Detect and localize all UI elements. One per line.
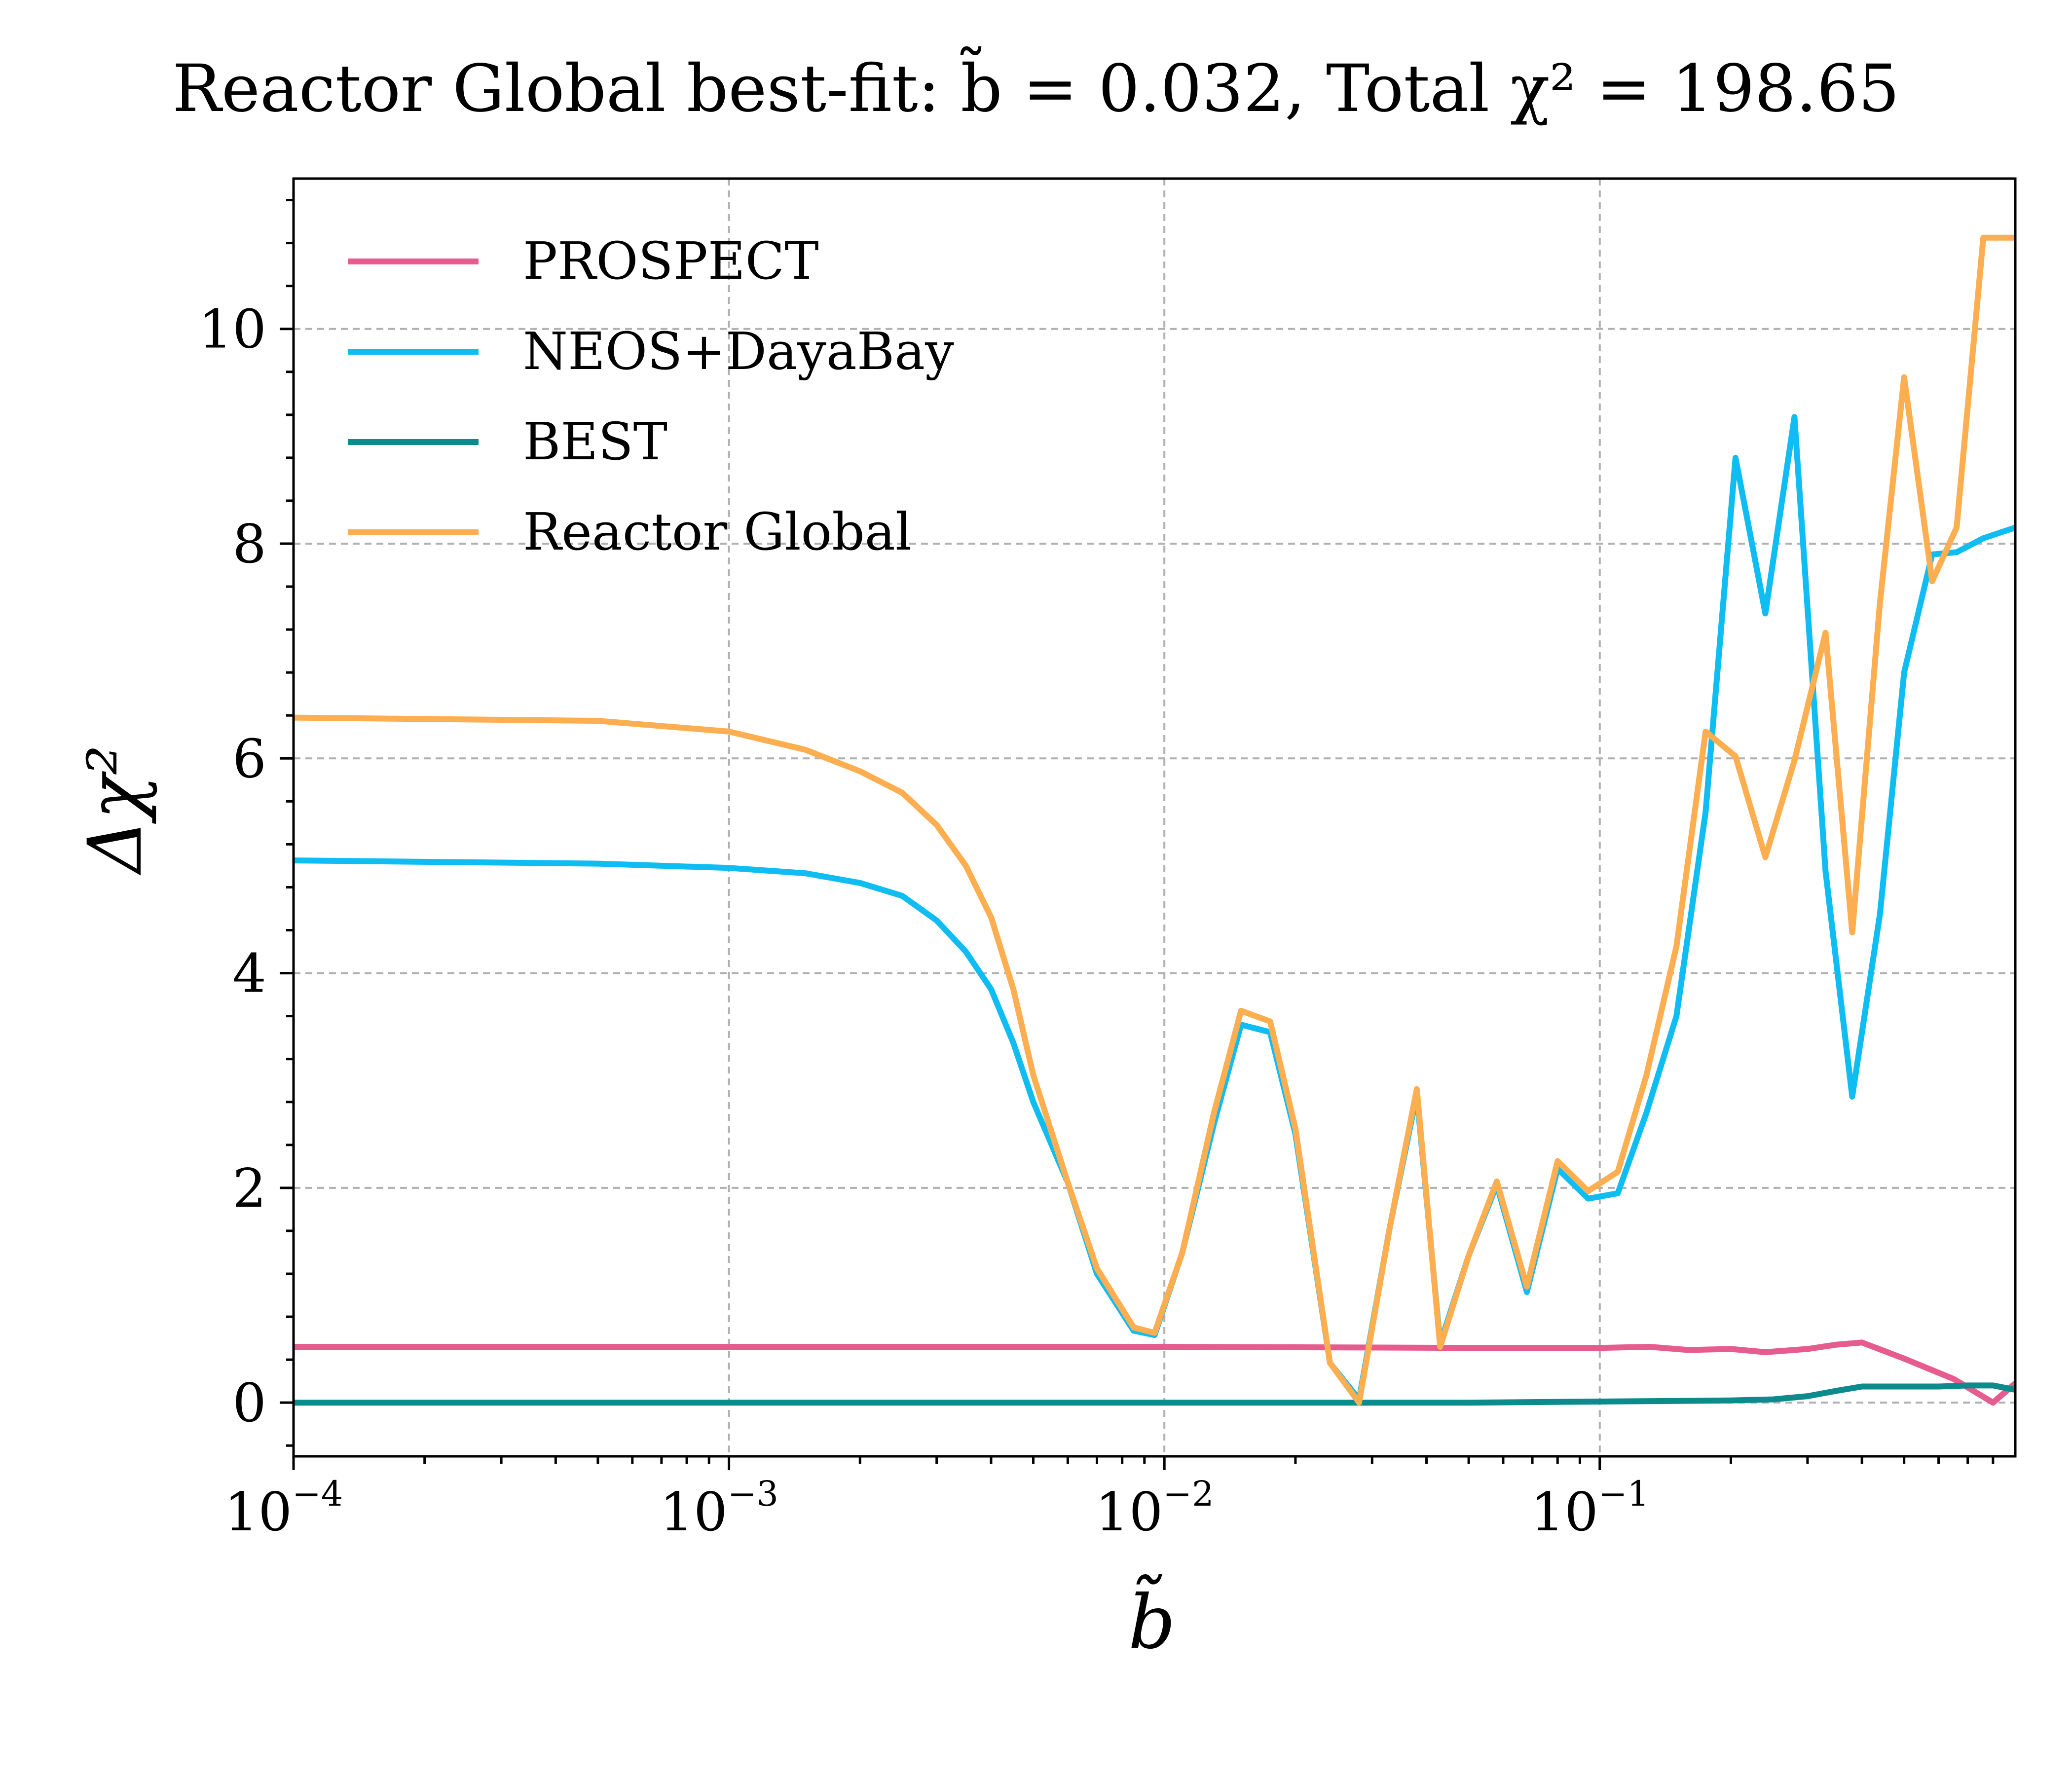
legend: PROSPECT NEOS+DayaBay BEST Reactor Global [348, 231, 954, 562]
y-tick-label: 10 [199, 299, 266, 361]
legend-item-prospect: PROSPECT [348, 231, 819, 291]
legend-label: PROSPECT [523, 231, 819, 291]
x-tick-label: 10−1 [1530, 1474, 1649, 1543]
series-line-neos-dayabay [294, 414, 2015, 1403]
legend-label: Reactor Global [523, 502, 912, 562]
x-tick-label: 10−2 [1095, 1474, 1214, 1543]
y-tick-label: 6 [232, 728, 266, 790]
y-tick-label: 0 [232, 1372, 266, 1434]
series-line-best [294, 1382, 2015, 1406]
x-tick-label: 10−3 [660, 1474, 778, 1543]
y-tick-label: 2 [232, 1158, 266, 1220]
series-line-prospect [294, 1339, 2015, 1406]
y-tick-label: 4 [232, 943, 266, 1005]
y-axis-label: Δχ² [73, 745, 158, 875]
legend-item-neos-dayabay: NEOS+DayaBay [348, 321, 954, 381]
series-layer [294, 234, 2015, 1406]
x-tick-label: 10−4 [224, 1474, 343, 1543]
legend-item-reactor-global: Reactor Global [348, 502, 912, 562]
axis-tick-labels: 10−4 10−3 10−2 10−1 0 2 4 6 8 10 [199, 299, 1650, 1543]
plot-frame [292, 177, 2017, 1458]
y-tick-label: 8 [232, 514, 266, 575]
series-line-reactor-global [294, 234, 2015, 1406]
chart-title: Reactor Global best-fit: b̃ = 0.032, Tot… [172, 45, 1899, 127]
legend-label: NEOS+DayaBay [523, 321, 954, 381]
x-axis-label: b̃ [1128, 1574, 1176, 1665]
legend-label: BEST [523, 411, 667, 472]
legend-item-best: BEST [348, 411, 667, 472]
axis-ticks [280, 199, 1995, 1470]
